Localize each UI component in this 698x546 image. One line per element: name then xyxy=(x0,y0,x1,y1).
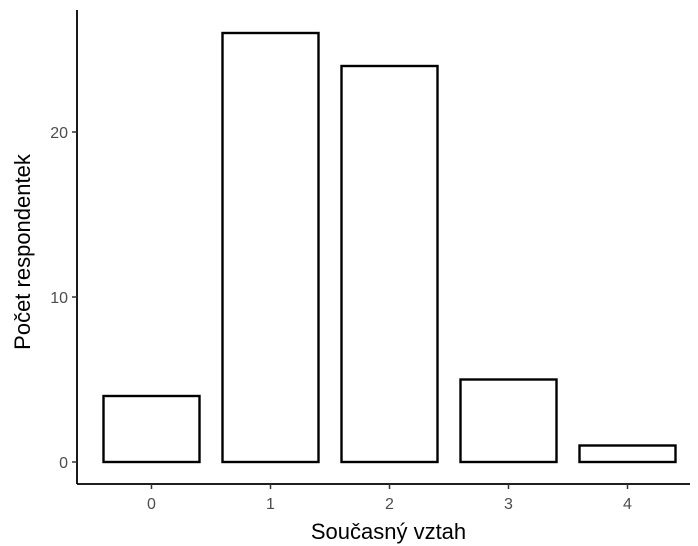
x-axis-title: Současný vztah xyxy=(311,519,466,544)
y-tick-label: 20 xyxy=(50,125,68,142)
y-tick-label: 0 xyxy=(59,455,68,472)
bar-0 xyxy=(102,394,201,464)
x-tick-label: 3 xyxy=(504,496,513,513)
x-tick-label: 1 xyxy=(266,496,275,513)
bar-4 xyxy=(578,444,677,464)
x-tick-label: 2 xyxy=(385,496,394,513)
x-tick-label: 4 xyxy=(623,496,632,513)
y-tick-label: 10 xyxy=(50,290,68,307)
bar-3 xyxy=(459,378,558,464)
bar-2 xyxy=(340,64,439,464)
y-ticks-group: 0 10 20 xyxy=(50,125,77,472)
x-ticks-group: 0 1 2 3 4 xyxy=(147,484,632,513)
axes-group xyxy=(76,10,690,485)
y-axis-title: Počet respondentek xyxy=(10,153,35,350)
x-tick-label: 0 xyxy=(147,496,156,513)
bar-1 xyxy=(221,31,320,464)
bars-group xyxy=(102,31,677,464)
